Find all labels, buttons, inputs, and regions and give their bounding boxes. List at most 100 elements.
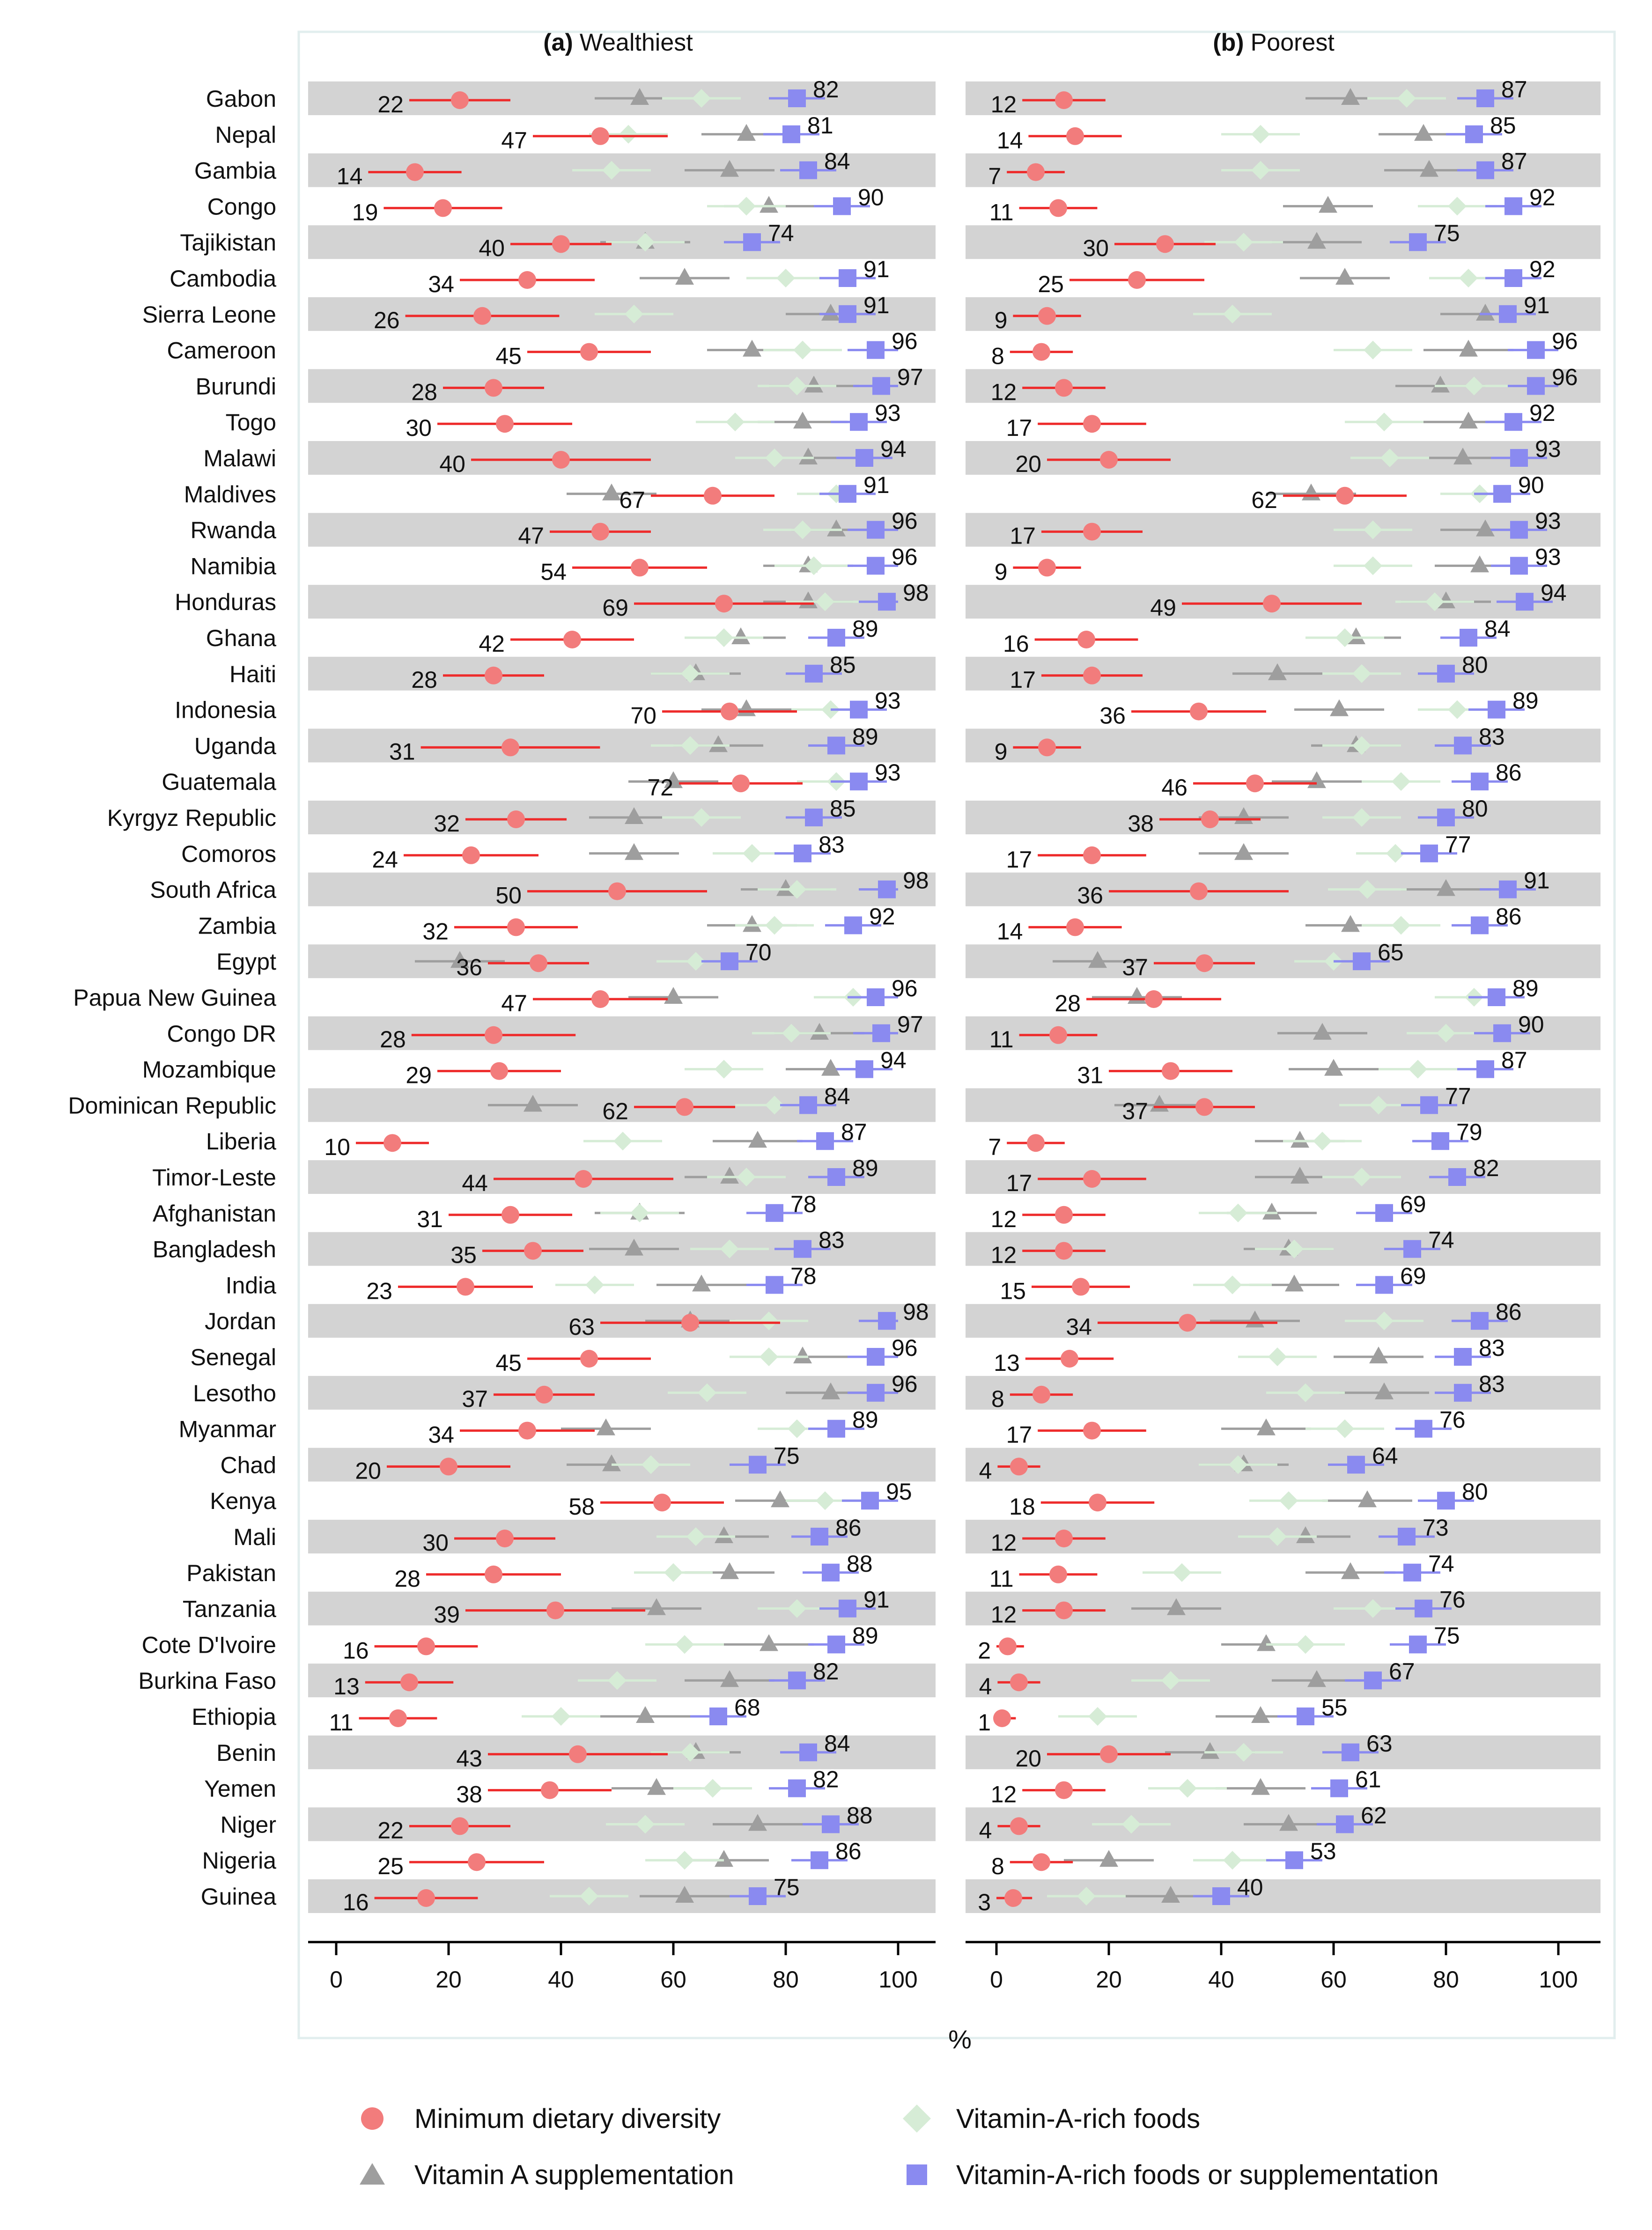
either-point-b-burundi (1527, 377, 1545, 395)
diversity-value-b-chad: 4 (979, 1457, 992, 1484)
country-label-south-africa: South Africa (150, 877, 276, 903)
either-point-a-guinea (749, 1887, 767, 1905)
either-point-a-ethiopia (709, 1707, 727, 1725)
diversity-value-a-senegal: 45 (495, 1350, 522, 1376)
either-value-b-guinea: 40 (1237, 1874, 1263, 1900)
diversity-point-b-tajikistan (1156, 235, 1174, 253)
either-point-a-namibia (867, 557, 885, 575)
diversity-point-a-maldives (704, 486, 722, 505)
either-value-a-congo: 90 (858, 184, 884, 210)
either-point-b-cameroon (1527, 341, 1545, 359)
either-value-a-kyrgyz-republic: 85 (830, 795, 856, 822)
diversity-value-a-egypt: 36 (456, 954, 482, 980)
either-point-a-gabon (788, 89, 806, 107)
diversity-point-a-kenya (653, 1494, 671, 1512)
either-value-a-mozambique: 94 (880, 1047, 907, 1074)
vas-point-a-burkina-faso (720, 1670, 739, 1687)
vas-point-a-congo (760, 196, 778, 213)
x-tick-label-a-20: 20 (435, 1966, 462, 1993)
either-value-b-congo: 92 (1529, 184, 1556, 210)
either-value-b-namibia: 93 (1535, 544, 1561, 570)
either-point-b-congo-dr (1493, 1024, 1511, 1042)
either-point-b-india (1375, 1276, 1393, 1294)
either-point-a-burundi (872, 377, 890, 395)
vas-point-b-comoros (1234, 843, 1253, 860)
diversity-point-a-afghanistan (502, 1206, 519, 1224)
vafoods-point-b-congo (1448, 197, 1467, 216)
vafoods-point-b-rwanda (1364, 520, 1382, 539)
diversity-point-a-tajikistan (552, 235, 570, 253)
vas-point-a-kenya (771, 1490, 789, 1508)
either-value-b-ghana: 84 (1484, 616, 1511, 642)
vafoods-point-a-benin (681, 1743, 700, 1762)
diversity-point-a-congo-dr (485, 1026, 502, 1044)
diversity-value-b-niger: 4 (979, 1817, 992, 1843)
either-point-a-cameroon (867, 341, 885, 359)
diversity-point-a-lesotho (535, 1385, 553, 1404)
vas-point-b-myanmar (1257, 1418, 1276, 1435)
vafoods-point-b-benin (1234, 1743, 1253, 1762)
diversity-value-a-togo: 30 (406, 415, 432, 441)
diversity-point-b-gabon (1055, 91, 1073, 109)
either-point-a-cote-d-ivoire (827, 1635, 845, 1654)
diversity-point-b-burundi (1055, 379, 1073, 397)
either-point-a-togo (850, 413, 868, 431)
either-value-b-egypt: 65 (1378, 939, 1404, 965)
vafoods-point-a-india (585, 1275, 604, 1295)
legend-diversity-label: Minimum dietary diversity (414, 2104, 721, 2134)
diversity-value-a-tanzania: 39 (434, 1602, 460, 1628)
country-label-cote-d-ivoire: Cote D'Ivoire (142, 1632, 276, 1658)
diversity-point-a-gambia (406, 163, 424, 181)
diversity-value-b-india: 15 (1000, 1278, 1026, 1304)
diversity-value-a-gabon: 22 (377, 91, 404, 118)
either-point-a-cambodia (839, 269, 856, 287)
vas-point-b-nigeria (1099, 1850, 1118, 1867)
diversity-value-b-jordan: 34 (1066, 1314, 1092, 1340)
either-value-a-nigeria: 86 (835, 1838, 862, 1864)
vafoods-point-a-haiti (681, 664, 700, 683)
vafoods-point-b-haiti (1352, 664, 1371, 683)
diversity-point-a-mozambique (490, 1062, 508, 1080)
diversity-value-b-nigeria: 8 (991, 1853, 1004, 1879)
either-value-a-niger: 88 (847, 1802, 873, 1828)
vafoods-point-a-cameroon (793, 340, 812, 360)
diversity-value-a-burundi: 28 (411, 379, 437, 405)
diversity-value-a-bangladesh: 35 (450, 1242, 477, 1268)
either-value-a-maldives: 91 (863, 472, 890, 498)
vafoods-point-a-gambia (602, 161, 621, 180)
diversity-value-b-pakistan: 11 (989, 1566, 1014, 1592)
either-value-a-cameroon: 96 (892, 328, 918, 354)
either-value-a-nepal: 81 (807, 112, 833, 139)
diversity-value-a-congo-dr: 28 (380, 1026, 406, 1052)
either-value-b-haiti: 80 (1462, 652, 1488, 678)
diversity-point-b-ghana (1077, 631, 1095, 648)
vafoods-point-b-dominican-republic (1369, 1096, 1388, 1115)
either-point-a-india (766, 1276, 783, 1294)
either-point-b-maldives (1493, 485, 1511, 503)
diversity-value-b-tajikistan: 30 (1083, 235, 1109, 261)
diversity-value-b-sierra-leone: 9 (995, 307, 1008, 333)
vas-point-a-lesotho (821, 1382, 840, 1399)
vas-point-a-papua-new-guinea (664, 987, 683, 1004)
either-point-b-kyrgyz-republic (1437, 809, 1455, 826)
country-label-gabon: Gabon (206, 86, 276, 112)
diversity-value-a-maldives: 67 (619, 487, 645, 513)
vafoods-point-b-nepal (1251, 125, 1270, 144)
vas-point-a-liberia (748, 1131, 767, 1148)
diversity-value-a-zambia: 32 (422, 918, 449, 944)
country-label-ghana: Ghana (206, 625, 276, 651)
either-point-b-nepal (1465, 125, 1483, 143)
diversity-point-a-timor-leste (575, 1170, 592, 1188)
diversity-value-a-guatemala: 72 (647, 774, 673, 801)
vafoods-point-a-kenya (816, 1491, 834, 1510)
diversity-value-a-kenya: 58 (568, 1494, 595, 1520)
diversity-point-a-tanzania (546, 1601, 564, 1619)
either-point-b-comoros (1420, 844, 1438, 862)
either-value-b-honduras: 94 (1541, 580, 1567, 606)
either-point-a-comoros (794, 844, 811, 862)
vafoods-point-a-kyrgyz-republic (692, 808, 711, 827)
diversity-value-b-myanmar: 17 (1006, 1422, 1032, 1448)
diversity-value-b-gabon: 12 (991, 91, 1017, 118)
x-tick-label-a-0: 0 (330, 1966, 343, 1993)
diversity-value-b-tanzania: 12 (991, 1602, 1017, 1628)
